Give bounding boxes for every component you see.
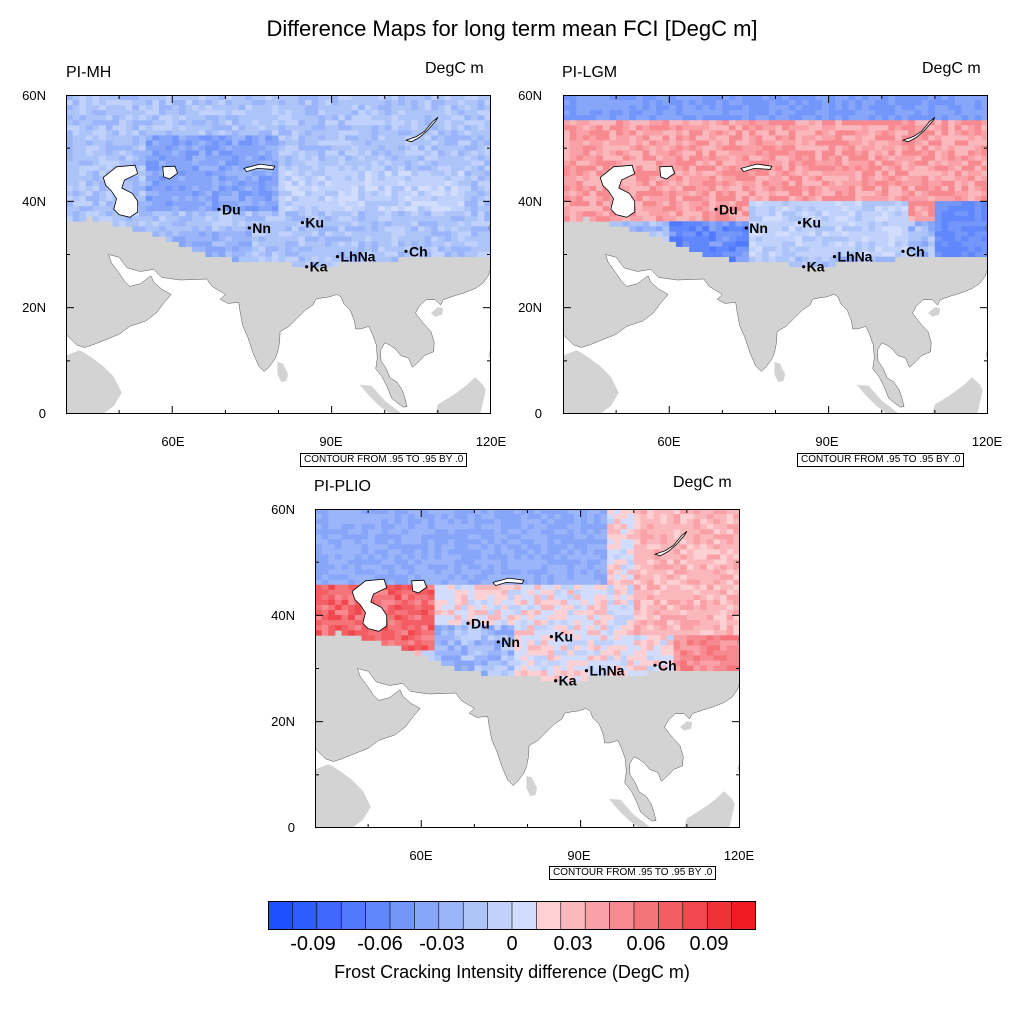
lon-tick-60e-1: 60E [161,434,185,449]
colorbar-swatch [462,901,489,930]
colorbar-swatch [389,901,416,930]
site-du: Du [466,615,490,631]
map-pi-mh: Du Nn Ku Ka LhNa Ch [66,95,491,414]
site-lhna: LhNa [335,249,376,265]
lon-tick-60e-2: 60E [657,434,681,449]
contour-info-pi-plio: CONTOUR FROM .95 TO .95 BY .0 [549,866,717,880]
colorbar-swatch [706,901,733,930]
lat-tick-20n-3: 20N [271,714,295,729]
colorbar [268,901,756,930]
lat-tick-60n-1: 60N [22,88,46,103]
lat-tick-40n-3: 40N [271,608,295,623]
site-nn: Nn [496,634,520,650]
panel-label-pi-plio: PI-PLIO [314,478,371,495]
site-ka: Ka [802,259,825,275]
site-ch: Ch [404,243,428,259]
lon-tick-90e-3: 90E [567,848,591,863]
site-du: Du [217,201,241,217]
lat-tick-20n-1: 20N [22,300,46,315]
colorbar-tick-label: 0 [506,933,518,955]
lat-tick-40n-2: 40N [518,194,542,209]
site-nn: Nn [247,220,271,236]
lat-tick-60n-3: 60N [271,502,295,517]
site-lhna: LhNa [832,249,873,265]
colorbar-tick-label: -0.03 [419,933,465,955]
colorbar-tick-label: -0.06 [357,933,403,955]
colorbar-tick-label: 0.03 [553,933,593,955]
colorbar-swatch [682,901,708,930]
colorbar-swatch [316,901,342,930]
site-du: Du [714,201,738,217]
lon-tick-120e-1: 120E [475,434,507,449]
lon-tick-60e-3: 60E [409,848,433,863]
colorbar-tick-label: 0.09 [689,933,729,955]
svg-text:LhNa: LhNa [837,249,872,265]
colorbar-swatch [584,901,611,930]
contour-info-pi-mh: CONTOUR FROM .95 TO .95 BY .0 [300,453,468,467]
svg-text:Ch: Ch [409,243,428,259]
svg-text:Ka: Ka [310,259,328,275]
svg-text:Ku: Ku [305,215,324,231]
lon-tick-120e-3: 120E [723,848,755,863]
site-ch: Ch [901,243,925,259]
contour-info-pi-lgm: CONTOUR FROM .95 TO .95 BY .0 [797,453,965,467]
unit-label-pi-lgm: DegC m [922,60,981,77]
colorbar-title: Frost Cracking Intensity difference (Deg… [334,962,690,982]
colorbar-swatch [633,901,660,930]
lat-tick-40n-1: 40N [22,194,46,209]
figure-title: Difference Maps for long term mean FCI [… [266,16,758,41]
panel-label-pi-lgm: PI-LGM [562,64,618,81]
colorbar-swatch [731,901,756,930]
site-ku: Ku [797,215,821,231]
colorbar-tick-label: -0.09 [290,933,336,955]
colorbar-swatch [536,901,562,930]
colorbar-tick-label: 0.06 [626,933,666,955]
site-ka: Ka [305,259,328,275]
site-ku: Ku [549,629,573,645]
site-nn: Nn [744,220,768,236]
svg-text:Du: Du [719,201,738,217]
site-ku: Ku [300,215,324,231]
svg-text:Ku: Ku [802,215,821,231]
unit-label-pi-mh: DegC m [425,60,484,77]
colorbar-swatch [414,901,440,930]
map-pi-lgm: Du Nn Ku Ka LhNa Ch [563,95,988,414]
lon-tick-90e-2: 90E [815,434,839,449]
lat-tick-20n-2: 20N [518,300,542,315]
colorbar-swatch [609,901,635,930]
colorbar-swatch [560,901,586,930]
svg-text:Ka: Ka [807,259,825,275]
map-pi-plio: Du Nn Ku Ka LhNa Ch [315,509,740,828]
site-ch: Ch [653,657,677,673]
svg-text:Nn: Nn [252,220,271,236]
colorbar-swatch [438,901,464,930]
lon-tick-120e-2: 120E [971,434,1003,449]
svg-text:Ch: Ch [906,243,925,259]
colorbar-swatch [487,901,513,930]
colorbar-swatch [340,901,367,930]
colorbar-swatch [292,901,318,930]
site-ka: Ka [554,673,577,689]
lat-tick-0-2: 0 [534,406,542,421]
unit-label-pi-plio: DegC m [673,474,732,491]
lat-tick-0-1: 0 [38,406,46,421]
lat-tick-60n-2: 60N [518,88,542,103]
site-lhna: LhNa [584,663,625,679]
colorbar-swatch [268,901,294,930]
colorbar-swatch [511,901,538,930]
panel-label-pi-mh: PI-MH [66,64,112,81]
lat-tick-0-3: 0 [287,820,295,835]
svg-text:LhNa: LhNa [340,249,375,265]
colorbar-swatch [658,901,684,930]
lon-tick-90e-1: 90E [319,434,343,449]
colorbar-swatch [365,901,391,930]
svg-text:Nn: Nn [749,220,768,236]
svg-text:Du: Du [222,201,241,217]
